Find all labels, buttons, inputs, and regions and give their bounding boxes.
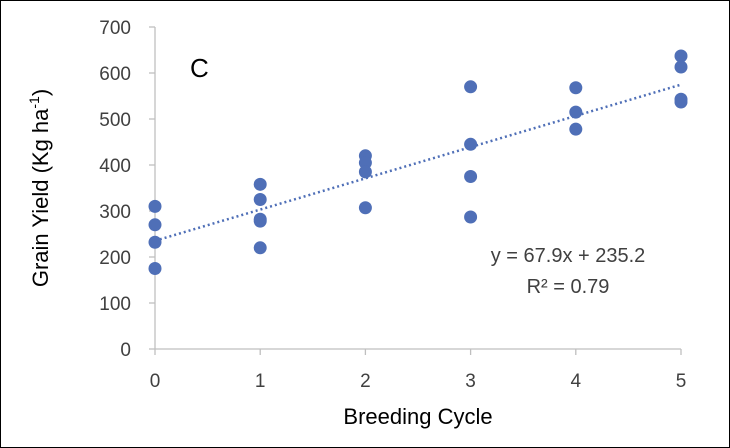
data-point xyxy=(358,201,372,215)
r-squared: R² = 0.79 xyxy=(527,276,610,298)
data-point xyxy=(569,81,583,95)
x-axis-title: Breeding Cycle xyxy=(343,404,492,429)
y-tick-labels: 0 100 200 300 400 500 600 700 xyxy=(99,18,131,361)
y-axis-title-main: Grain Yield (Kg ha xyxy=(28,108,53,287)
data-point xyxy=(148,218,162,232)
data-point xyxy=(464,170,478,183)
data-point xyxy=(464,80,478,94)
data-point xyxy=(253,193,267,206)
x-tick-label: 4 xyxy=(571,371,582,392)
regression-equation: y = 67.9x + 235.2 xyxy=(491,245,646,267)
y-tick-label: 500 xyxy=(99,110,131,131)
x-tick-label: 1 xyxy=(255,371,266,392)
y-axis-title-superscript: -1 xyxy=(26,96,42,109)
data-point xyxy=(148,199,162,213)
y-tick-label: 400 xyxy=(99,156,131,177)
data-point xyxy=(464,210,478,224)
data-point xyxy=(253,214,267,228)
data-points xyxy=(148,49,688,275)
data-point xyxy=(358,165,372,179)
y-tick-label: 700 xyxy=(99,18,131,39)
data-point xyxy=(569,105,583,119)
data-point xyxy=(674,60,688,74)
data-point xyxy=(148,262,162,275)
x-tick-label: 3 xyxy=(465,371,476,392)
y-axis-title-suffix: ) xyxy=(28,89,53,96)
x-tick-label: 5 xyxy=(676,371,687,392)
panel-label: C xyxy=(190,53,209,83)
data-point xyxy=(253,241,267,255)
x-tick-label: 2 xyxy=(360,371,371,392)
x-tick-label: 0 xyxy=(150,371,161,392)
data-point xyxy=(148,235,162,249)
data-point xyxy=(569,122,583,136)
y-tick-label: 300 xyxy=(99,202,131,223)
y-tick-label: 600 xyxy=(99,64,131,85)
y-axis-title: Grain Yield (Kg ha-1) xyxy=(26,89,53,287)
y-tick-label: 200 xyxy=(99,248,131,269)
y-tick-label: 100 xyxy=(99,294,131,315)
data-point xyxy=(464,137,478,151)
data-point xyxy=(674,49,688,63)
y-tick-label: 0 xyxy=(120,340,131,361)
data-point xyxy=(358,156,372,170)
data-point xyxy=(674,95,688,109)
trendline xyxy=(154,83,682,243)
data-point xyxy=(253,177,267,191)
x-tick-labels: 0 1 2 3 4 5 xyxy=(150,371,687,392)
axes xyxy=(149,26,682,355)
